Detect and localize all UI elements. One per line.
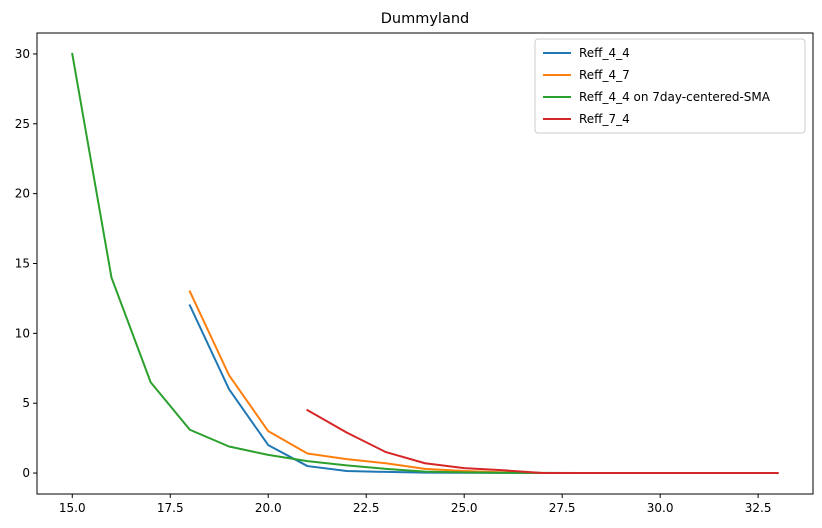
x-tick-label: 22.5 [353,501,380,515]
x-tick-label: 15.0 [59,501,86,515]
legend: Reff_4_4 Reff_4_7 Reff_4_4 on 7day-centere… [534,38,806,134]
y-tick-label: 30 [15,47,30,61]
series-layer [71,52,779,475]
chart-title: Dummyland [381,11,470,27]
x-tick-label: 30.0 [647,501,674,515]
x-tick-label: 17.5 [157,501,184,515]
legend-label: Reff_4_7 [579,68,630,82]
x-tick-label: 20.0 [255,501,282,515]
x-tick-label: 32.5 [745,501,772,515]
legend-label: Reff_4_4 [579,46,630,60]
y-tick-label: 10 [15,326,30,340]
legend-label: Reff_4_4 on 7day-centered-SMA [579,90,771,104]
legend-label: Reff_7_4 [579,112,630,126]
legend-box [534,38,806,134]
axes-frame [36,32,814,495]
y-tick-label: 5 [22,396,30,410]
series-line-4 [306,408,779,475]
y-tick-label: 25 [15,117,30,131]
y-tick-label: 0 [22,466,30,480]
x-tick-label: 27.5 [549,501,576,515]
x-tick-label: 25.0 [451,501,478,515]
y-tick-label: 15 [15,257,30,271]
y-tick-label: 20 [15,187,30,201]
x-axis: 15.0 17.5 20.0 22.5 25.0 27.5 30.0 32.5 [59,494,772,515]
y-axis: 0 5 10 15 20 25 30 [15,47,37,480]
